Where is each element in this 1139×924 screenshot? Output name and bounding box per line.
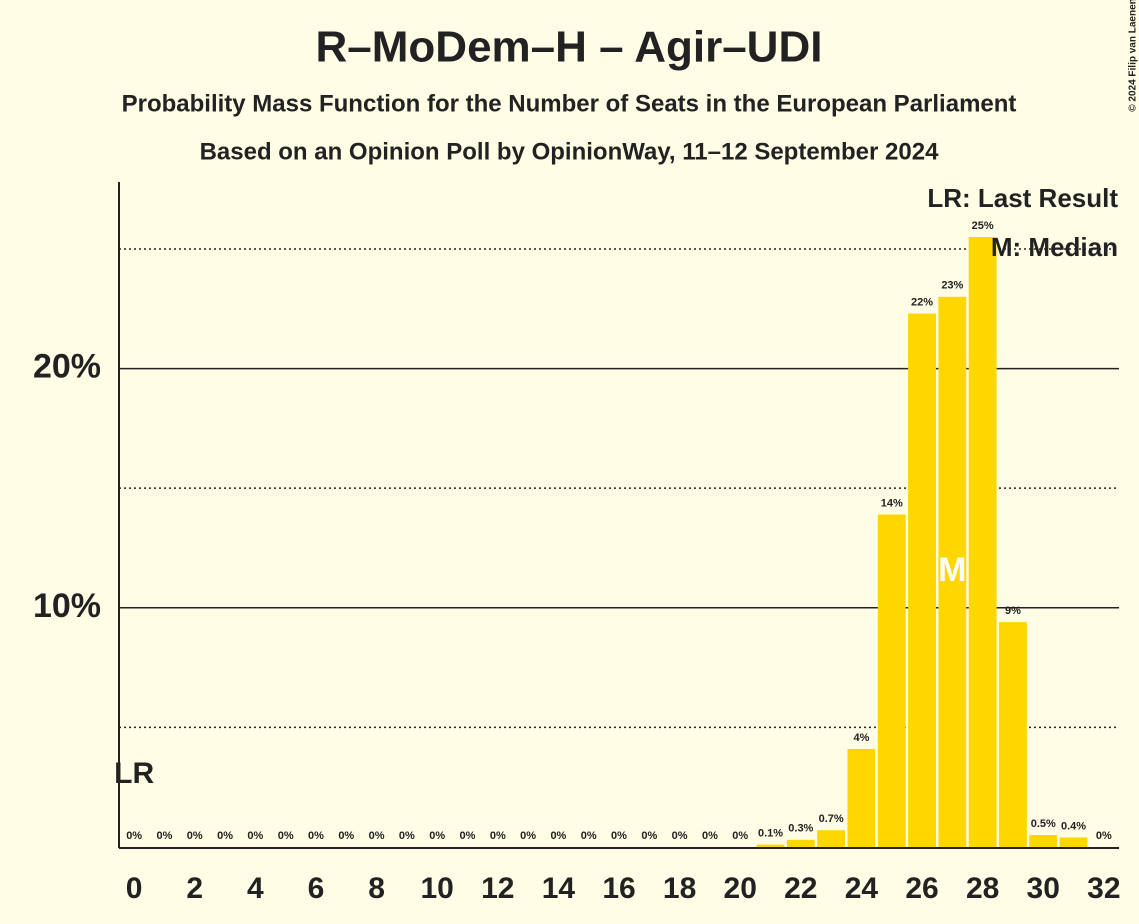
value-label: 25% xyxy=(972,220,994,232)
value-label: 0% xyxy=(581,830,597,842)
value-label: 0% xyxy=(641,830,657,842)
value-label: 0% xyxy=(1096,830,1112,842)
value-label: 0% xyxy=(247,830,263,842)
value-label: 0% xyxy=(550,830,566,842)
value-label: 23% xyxy=(941,280,963,292)
value-label: 0% xyxy=(429,830,445,842)
value-label: 0% xyxy=(460,830,476,842)
value-label: 0.4% xyxy=(1061,820,1086,832)
x-tick-label: 14 xyxy=(542,872,576,905)
chart-subtitle: Probability Mass Function for the Number… xyxy=(122,90,1017,117)
value-label: 0% xyxy=(217,830,233,842)
value-label: 0% xyxy=(126,830,142,842)
y-tick-label: 10% xyxy=(33,587,101,625)
x-tick-label: 24 xyxy=(845,872,879,905)
value-label: 0% xyxy=(369,830,385,842)
value-label: 0.5% xyxy=(1031,818,1056,830)
x-tick-label: 20 xyxy=(724,872,757,905)
value-label: 14% xyxy=(881,497,903,509)
value-label: 0% xyxy=(399,830,415,842)
value-label: 0% xyxy=(278,830,294,842)
bar xyxy=(847,748,876,847)
value-label: 0% xyxy=(187,830,203,842)
x-tick-label: 8 xyxy=(368,872,385,905)
value-label: 0% xyxy=(338,830,354,842)
x-tick-label: 22 xyxy=(784,872,817,905)
copyright: © 2024 Filip van Laenen xyxy=(1128,0,1139,112)
value-label: 0% xyxy=(520,830,536,842)
x-tick-label: 4 xyxy=(247,872,264,905)
median-marker: M xyxy=(938,551,966,589)
value-label: 0.7% xyxy=(819,813,844,825)
x-tick-label: 26 xyxy=(905,872,938,905)
x-tick-label: 0 xyxy=(126,872,143,905)
bar xyxy=(756,844,785,847)
x-tick-label: 28 xyxy=(966,872,999,905)
bar xyxy=(817,830,846,847)
bar xyxy=(1029,835,1058,847)
chart-subtitle: Based on an Opinion Poll by OpinionWay, … xyxy=(200,138,940,165)
value-label: 22% xyxy=(911,296,933,308)
value-label: 4% xyxy=(853,732,869,744)
chart-title: R–MoDem–H – Agir–UDI xyxy=(316,23,823,72)
last-result-marker: LR xyxy=(114,757,154,790)
x-tick-label: 32 xyxy=(1087,872,1120,905)
value-label: 0% xyxy=(157,830,173,842)
x-tick-label: 12 xyxy=(481,872,514,905)
value-label: 0% xyxy=(611,830,627,842)
x-tick-label: 10 xyxy=(420,872,453,905)
value-label: 0% xyxy=(732,830,748,842)
value-label: 0% xyxy=(672,830,688,842)
bar xyxy=(1059,837,1088,847)
x-tick-label: 30 xyxy=(1027,872,1060,905)
value-label: 0% xyxy=(702,830,718,842)
bar xyxy=(968,237,997,847)
bar xyxy=(786,839,815,847)
bar xyxy=(999,622,1027,847)
x-tick-label: 16 xyxy=(602,872,635,905)
y-tick-label: 20% xyxy=(33,348,101,386)
value-label: 0% xyxy=(308,830,324,842)
bar xyxy=(877,514,906,847)
value-label: 0% xyxy=(490,830,506,842)
bar xyxy=(938,296,967,847)
bar xyxy=(908,313,936,847)
value-label: 0.1% xyxy=(758,828,783,840)
legend-entry: M: Median xyxy=(991,232,1118,262)
x-tick-label: 18 xyxy=(663,872,696,905)
legend-entry: LR: Last Result xyxy=(927,183,1118,213)
value-label: 9% xyxy=(1005,605,1021,617)
value-label: 0.3% xyxy=(788,823,813,835)
x-tick-label: 6 xyxy=(308,872,325,905)
x-tick-label: 2 xyxy=(186,872,203,905)
